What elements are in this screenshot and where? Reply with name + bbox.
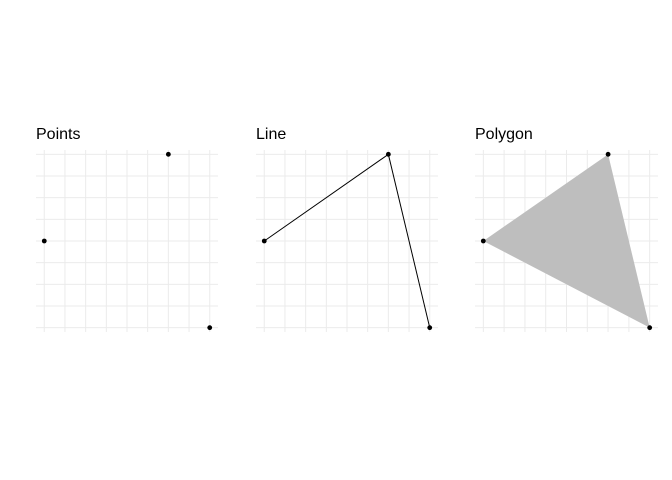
grid-points [36,150,218,332]
vertex-point [41,238,47,244]
marks-points [41,151,213,331]
vertex-point [261,238,267,244]
marks-line [261,151,433,331]
vertex-point [207,325,213,331]
panel-title-points: Points [36,126,80,143]
panel-line: Line [256,126,438,332]
vertex-point [385,151,391,157]
marks-polygon [480,151,653,331]
panel-title-line: Line [256,126,286,143]
grid-line [256,150,438,332]
polygon-shape [483,154,650,328]
panel-title-polygon: Polygon [475,126,533,143]
vertex-point [480,238,486,244]
vertex-point [647,325,653,331]
panel-polygon: Polygon [475,126,658,332]
vertex-point [427,325,433,331]
panel-points: Points [36,126,218,332]
vertex-point [165,151,171,157]
vertex-point [605,151,611,157]
